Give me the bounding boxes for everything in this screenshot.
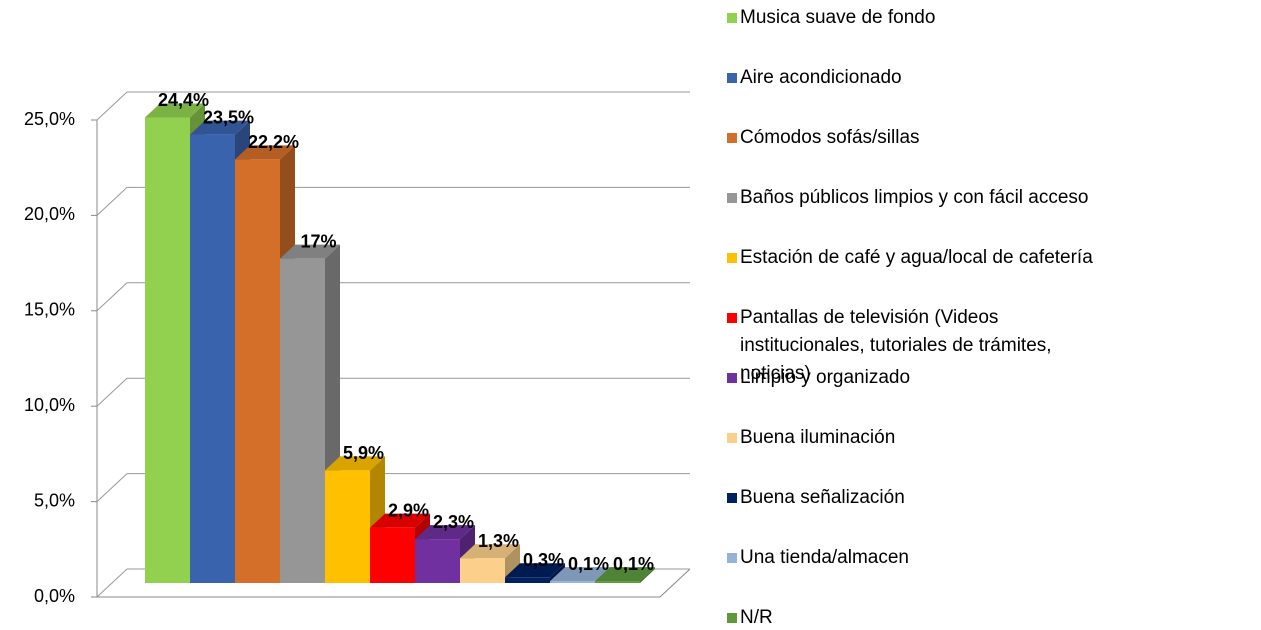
legend-label: Pantallas de televisión (Videos instituc…	[740, 307, 1052, 384]
legend-label: Cómodos sofás/sillas	[740, 127, 920, 148]
legend-swatch	[727, 433, 737, 443]
bar-top	[370, 513, 430, 528]
value-label: 5,9%	[343, 443, 384, 463]
legend-label: Limpio y organizado	[740, 367, 911, 388]
grid-line	[96, 282, 690, 312]
legend-item: Buena señalización	[727, 484, 1120, 512]
bar-top	[145, 103, 205, 118]
bar	[415, 539, 460, 583]
legend-swatch	[727, 13, 737, 23]
y-tick-label: 15,0%	[24, 300, 75, 320]
legend-label: Aire acondicionado	[740, 67, 902, 88]
bar-top	[505, 563, 565, 578]
legend-label: Musica suave de fondo	[740, 7, 936, 28]
bar-top	[550, 567, 610, 582]
value-label: 0,3%	[523, 550, 564, 570]
legend-swatch	[727, 193, 737, 203]
y-tick-label: 0,0%	[34, 586, 75, 606]
legend-label: Estación de café y agua/local de cafeter…	[740, 247, 1093, 268]
legend-label: Buena iluminación	[740, 427, 896, 448]
legend-label: N/R	[740, 607, 773, 628]
value-label: 23,5%	[203, 107, 254, 127]
bar-top	[595, 567, 655, 582]
legend-item: Aire acondicionado	[727, 64, 1120, 92]
bar-side	[640, 567, 655, 583]
legend-item: Estación de café y agua/local de cafeter…	[727, 244, 1120, 272]
value-label: 0,1%	[568, 554, 609, 574]
legend-swatch	[727, 253, 737, 263]
bar	[235, 159, 280, 583]
bar	[595, 581, 640, 583]
grid-line	[96, 377, 690, 407]
legend-swatch	[727, 613, 737, 623]
legend-item: Una tienda/almacen	[727, 544, 1120, 572]
bar	[325, 470, 370, 583]
value-label: 2,3%	[433, 512, 474, 532]
legend-item: Cómodos sofás/sillas	[727, 124, 1120, 152]
bar-top	[280, 244, 340, 259]
y-tick-label: 20,0%	[24, 204, 75, 224]
grid-line	[96, 91, 690, 121]
floor-edge	[659, 568, 691, 598]
bar-side	[505, 544, 520, 583]
legend-swatch	[727, 73, 737, 83]
legend-swatch	[727, 133, 737, 143]
legend-swatch	[727, 553, 737, 563]
bar	[460, 558, 505, 583]
y-tick-label: 10,0%	[24, 395, 75, 415]
legend-label: Una tienda/almacen	[740, 547, 909, 568]
value-label: 0,1%	[613, 554, 654, 574]
bar	[190, 134, 235, 583]
legend-swatch	[727, 373, 737, 383]
legend-item: Limpio y organizado	[727, 364, 1120, 392]
bar	[550, 581, 595, 583]
bar	[280, 258, 325, 583]
value-label: 2,9%	[388, 500, 429, 520]
y-tick-label: 5,0%	[34, 490, 75, 510]
grid-line	[96, 473, 690, 502]
legend-item: Buena iluminación	[727, 424, 1120, 452]
bar-top	[325, 456, 385, 471]
bar	[370, 527, 415, 583]
value-label: 17%	[300, 231, 336, 251]
legend-item: Baños públicos limpios y con fácil acces…	[727, 184, 1120, 212]
bar	[145, 117, 190, 583]
plot: 0,0% 5,0% 10,0% 15,0% 20,0% 25,0% 24,4%23,5% 22…	[24, 90, 691, 606]
bar-top	[235, 145, 295, 160]
legend-label: Baños públicos limpios y con fácil acces…	[740, 187, 1089, 208]
legend-item: N/R	[727, 604, 1120, 630]
bar-top	[190, 120, 250, 135]
bar	[505, 577, 550, 583]
legend-item: Pantallas de televisión (Videos instituc…	[727, 304, 1120, 388]
grid-line	[96, 186, 690, 216]
y-tick-label: 25,0%	[24, 109, 75, 129]
legend-swatch	[727, 313, 737, 323]
legend-item: Musica suave de fondo	[727, 4, 1120, 32]
legend-swatch	[727, 493, 737, 503]
value-label: 22,2%	[248, 132, 299, 152]
bar-top	[460, 544, 520, 559]
bar-top	[415, 525, 475, 540]
legend-label: Buena señalización	[740, 487, 905, 508]
value-label: 24,4%	[158, 90, 209, 110]
value-label: 1,3%	[478, 531, 519, 551]
